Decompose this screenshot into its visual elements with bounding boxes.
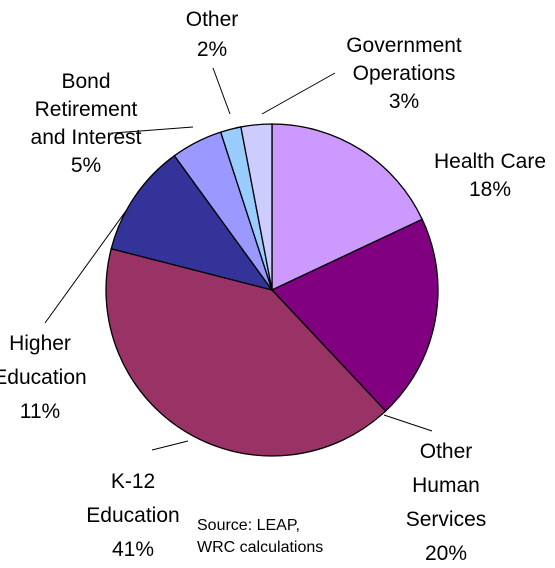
pie-slices [105,123,439,457]
slice-label-line: K-12 [111,470,155,493]
slice-label-line: Human [412,474,480,497]
pie-slice [240,123,273,291]
slice-label-line: Other [420,440,473,463]
slice-label: Bond Retirement and Interest 5% [31,70,142,177]
slice-label-line: and Interest [31,126,142,149]
slice-label-line: 2% [197,38,227,61]
slice-label-line: Higher [9,332,71,355]
source-line-2: WRC calculations [197,539,323,556]
slice-label-line: Other [186,8,239,31]
slice-label-line: 5% [71,154,101,177]
slice-label-line: 41% [112,538,154,561]
leader-line [383,414,433,432]
slice-label-line: Education [86,504,179,527]
slice-label-line: Retirement [35,98,138,121]
slice-label-line: 18% [469,178,511,201]
leader-line [151,440,189,451]
source-note: Source: LEAP, WRC calculations [197,517,323,556]
slice-label-line: Government [346,34,462,57]
slice-labels: Health Care 18% Other Human Services 20% K-12 E… [0,8,546,565]
slice-label-line: 20% [425,542,467,565]
slice-label-line: Services [406,508,487,531]
leader-line [44,207,129,324]
slice-label: Higher Education 11% [0,332,87,423]
slice-label-line: 11% [20,400,60,423]
pie-slice [110,155,273,291]
slice-label-line: Operations [353,62,456,85]
slice-label-line: Health Care [434,150,546,173]
pie-slice [271,218,439,412]
slice-label: Government Operations 3% [346,34,462,113]
slice-label-line: 3% [389,90,419,113]
pie-slice [105,248,387,457]
slice-label-line: Bond [61,70,110,93]
leader-lines [44,67,433,451]
slice-label: Health Care 18% [434,150,546,201]
pie-slice [271,123,423,291]
slice-label: Other 2% [186,8,239,61]
source-line-1: Source: LEAP, [197,517,300,534]
leader-line [261,72,336,115]
slice-label-line: Education [0,366,87,389]
slice-label: Other Human Services 20% [406,440,487,565]
leader-line [112,126,194,134]
slice-label: K-12 Education 41% [86,470,179,561]
leader-line [212,67,231,115]
